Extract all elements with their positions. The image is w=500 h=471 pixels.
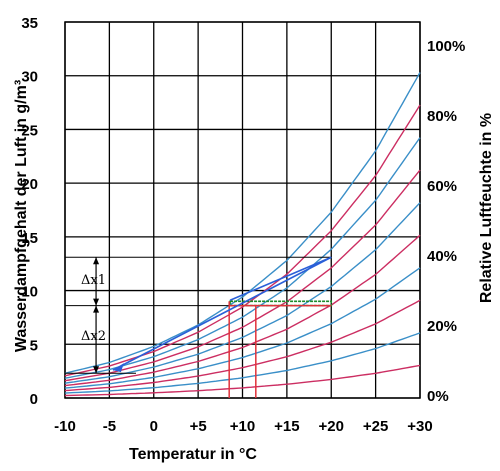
y-tick-label: 35 bbox=[21, 15, 38, 32]
x-tick-label: +15 bbox=[274, 418, 299, 435]
rh-curve bbox=[64, 137, 421, 379]
grid bbox=[64, 21, 421, 399]
x-tick-label: +20 bbox=[319, 418, 344, 435]
x-tick-label: -5 bbox=[103, 418, 116, 435]
y2-tick-label: 40% bbox=[427, 248, 457, 265]
rh-curve bbox=[64, 169, 421, 382]
x-tick-label: 0 bbox=[150, 418, 158, 435]
y-tick-label: 25 bbox=[21, 122, 38, 139]
tick-labels: -10 -5 0 +5 +10 +15 +20 +25 +30 0 5 10 15 20 25 30 35 100… bbox=[21, 15, 465, 435]
x-tick-label: +30 bbox=[407, 418, 432, 435]
y2-tick-label: 20% bbox=[427, 318, 457, 335]
x-tick-label: +5 bbox=[190, 418, 207, 435]
y-tick-label: 20 bbox=[21, 176, 38, 193]
rh-curve bbox=[64, 364, 421, 397]
construction-lines bbox=[65, 256, 333, 398]
delta-x2-arrow-head-top bbox=[93, 305, 100, 313]
rh-curve bbox=[64, 104, 421, 377]
y-tick-label: 0 bbox=[30, 391, 38, 408]
x-tick-label: -10 bbox=[54, 418, 76, 435]
blue-arrowhead bbox=[112, 363, 124, 373]
rh-curve bbox=[64, 267, 421, 389]
rh-curve bbox=[64, 299, 421, 392]
x-tick-label: +25 bbox=[363, 418, 388, 435]
delta-x2-label: Δx2 bbox=[81, 329, 106, 344]
y2-axis-title: Relative Luftfeuchte in % bbox=[478, 113, 495, 303]
y-tick-label: 5 bbox=[30, 337, 38, 354]
rh-curve bbox=[64, 72, 421, 374]
rh-curve bbox=[64, 332, 421, 394]
y2-tick-label: 100% bbox=[427, 38, 465, 55]
x-tick-label: +10 bbox=[230, 418, 255, 435]
y-tick-label: 10 bbox=[21, 284, 38, 301]
rh-curve bbox=[64, 234, 421, 387]
y2-tick-label: 80% bbox=[427, 108, 457, 125]
delta-x1-arrow-head-top bbox=[93, 257, 100, 265]
blue-arrow-upper bbox=[229, 256, 332, 301]
y-axis-title: Wasserdampfgehalt der Luft in g/m³ bbox=[13, 80, 30, 352]
blue-arrow-lower bbox=[112, 256, 332, 371]
humidity-curves bbox=[64, 72, 421, 397]
delta-x2-arrow-head-bottom bbox=[93, 366, 100, 374]
delta-x1-label: Δx1 bbox=[81, 273, 106, 288]
y2-tick-label: 0% bbox=[427, 388, 449, 405]
y2-tick-label: 60% bbox=[427, 178, 457, 195]
y-tick-label: 15 bbox=[21, 230, 38, 247]
y-tick-label: 30 bbox=[21, 69, 38, 86]
x-axis-title: Temperatur in °C bbox=[129, 446, 257, 463]
delta-x1-arrow-head-bottom bbox=[93, 298, 100, 306]
